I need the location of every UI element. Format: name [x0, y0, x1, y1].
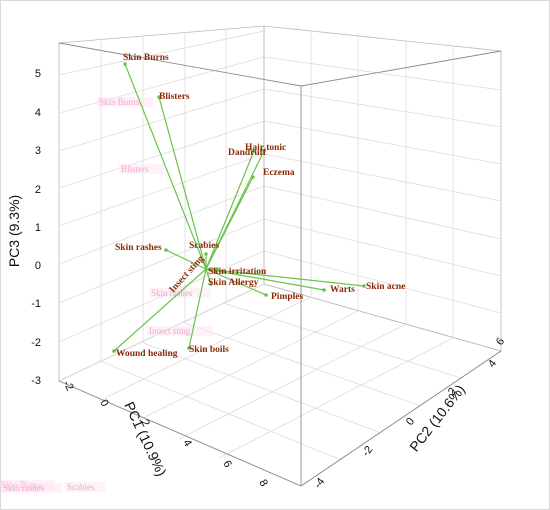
pc3-tick-label: 4	[35, 107, 41, 119]
pc2-tick-label: 6	[494, 336, 507, 348]
pc3-tick-label: -3	[31, 375, 41, 387]
loading-label: Skin Allergy	[208, 278, 259, 288]
loading-label: Skin boils	[189, 345, 229, 355]
loading-point	[123, 62, 127, 66]
loading-vector	[205, 268, 212, 285]
loading-label: Blisters	[159, 92, 190, 102]
projection-label: Insect sting	[149, 326, 191, 336]
pc2-axis-title: PC2 (10.6%)	[406, 381, 468, 454]
projection-shadow	[147, 326, 214, 336]
loading-vector	[113, 268, 207, 352]
loading-point	[264, 293, 268, 297]
loading-label: Warts	[330, 285, 355, 295]
pc3-tick-label: 3	[35, 145, 41, 157]
pc3-tick-label: 1	[35, 222, 41, 234]
pc1-axis: -2 0 2 4 6 8	[60, 379, 269, 489]
loading-point	[112, 349, 116, 353]
loading-vector	[165, 249, 207, 270]
pc3-axis-title: PC3 (9.3%)	[6, 195, 22, 267]
pc3-axis: -3 -2 -1 0 1 2 3 4 5	[31, 68, 41, 387]
projection-label: Blisters	[121, 164, 149, 174]
loading-vector	[124, 63, 207, 270]
loading-label: Hair tonic	[245, 143, 286, 153]
loading-label: Dandruff	[228, 148, 267, 158]
loading-vector	[205, 176, 254, 270]
pc1-tick-label: 0	[97, 398, 110, 409]
loading-point	[204, 252, 208, 256]
pc2-tick-label: 0	[404, 416, 417, 428]
pc1-axis-title: PC1 (10.9%)	[121, 399, 169, 478]
loading-vector	[205, 268, 365, 287]
loading-vector	[205, 268, 325, 291]
pc3-tick-label: 5	[35, 68, 41, 80]
pc1-tick-label: -2	[60, 379, 75, 393]
loading-point	[322, 288, 326, 292]
pc1-tick-label: 4	[180, 438, 193, 449]
pc2-tick-label: 4	[486, 358, 499, 370]
loading-point	[362, 284, 366, 288]
projection-label: Scabies	[67, 482, 95, 492]
loading-vector	[205, 150, 255, 270]
projection-shadow	[97, 97, 153, 107]
pc1-tick-label: 2	[138, 418, 151, 429]
pc3-tick-label: 0	[35, 260, 41, 272]
loading-label: Skin Burns	[123, 53, 169, 63]
pc3-tick-label: -2	[31, 337, 41, 349]
pc3-tick-label: -1	[31, 298, 41, 310]
loading-point	[209, 282, 213, 286]
projection-shadow	[119, 164, 165, 174]
projection-shadow	[1, 483, 63, 493]
pc3-tick-label: 2	[35, 184, 41, 196]
loading-point	[164, 248, 168, 252]
loading-label: Skin acne	[366, 282, 405, 292]
loading-point	[157, 95, 161, 99]
projection-label: Skin rashes	[151, 288, 193, 298]
pc1-tick-label: 6	[220, 459, 233, 470]
loading-label: Skin rashes	[115, 243, 162, 253]
loading-vectors	[112, 62, 366, 353]
grid-back-wall	[58, 25, 502, 487]
projection-label: Skin Burns	[99, 97, 140, 107]
pc1-tick-label: 8	[256, 478, 269, 489]
loading-label: Wound healing	[116, 349, 178, 359]
projection-label: Skin rashes	[3, 483, 45, 493]
loading-label: Scabies	[189, 241, 219, 251]
loading-point	[251, 175, 255, 179]
loading-point	[187, 346, 191, 350]
loading-vector	[188, 268, 207, 349]
pc2-tick-label: -2	[360, 444, 375, 459]
loading-vector	[205, 268, 267, 296]
loading-point	[262, 149, 266, 153]
pc2-tick-label: -4	[312, 476, 327, 491]
loading-label: Skin irritation	[208, 267, 267, 277]
loading-label: Pimples	[271, 292, 303, 302]
loading-point	[252, 149, 256, 153]
loading-vector	[158, 96, 207, 270]
projection-shadow	[65, 482, 106, 492]
loading-label: Eczema	[263, 168, 295, 178]
